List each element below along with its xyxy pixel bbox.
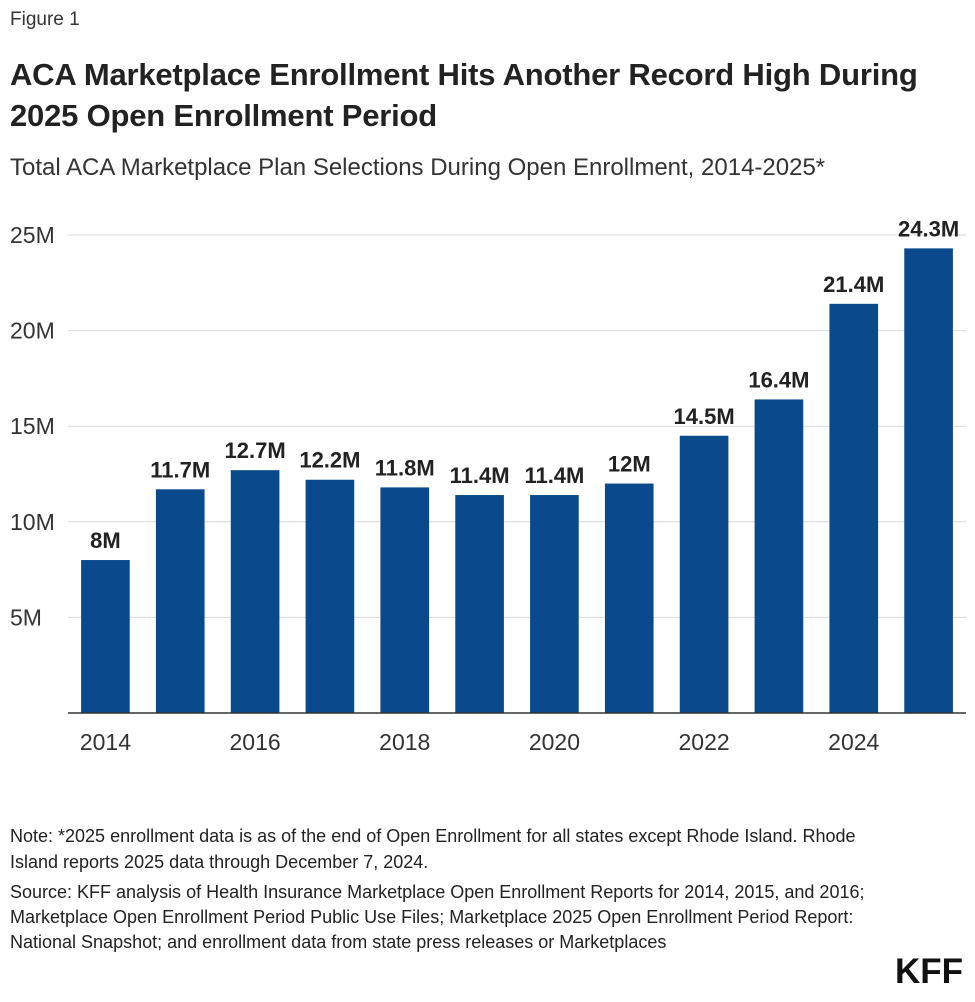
bars bbox=[81, 248, 953, 713]
data-label-2021: 12M bbox=[608, 452, 651, 477]
x-tick-label-2022: 2022 bbox=[678, 729, 729, 755]
data-label-2025: 24.3M bbox=[898, 216, 959, 241]
chart-title: ACA Marketplace Enrollment Hits Another … bbox=[10, 57, 918, 133]
chart-source: Source: KFF analysis of Health Insurance… bbox=[10, 882, 865, 952]
data-label-2015: 11.7M bbox=[150, 457, 210, 482]
bar-2015 bbox=[155, 489, 205, 713]
bar-chart: 5M 10M 15M 20M 25M 8M 11.7M 12.7M 12.2M 11.8M 11.… bbox=[10, 216, 966, 755]
y-tick-label: 15M bbox=[10, 413, 55, 439]
bar-2025 bbox=[904, 248, 953, 713]
bar-2022 bbox=[679, 435, 729, 713]
data-label-2016: 12.7M bbox=[225, 438, 286, 463]
x-axis-tick-labels: 2014 2016 2018 2020 2022 2024 bbox=[80, 729, 880, 755]
data-label-2024: 21.4M bbox=[823, 272, 884, 297]
bar-2023 bbox=[754, 399, 804, 713]
data-label-2020: 11.4M bbox=[524, 463, 584, 488]
data-labels: 8M 11.7M 12.7M 12.2M 11.8M 11.4M 11.4M 12M 14.5M… bbox=[90, 216, 959, 553]
bar-2019 bbox=[455, 495, 504, 713]
bar-2014 bbox=[81, 560, 130, 713]
data-label-2019: 11.4M bbox=[450, 463, 510, 488]
bar-2018 bbox=[380, 487, 430, 713]
x-tick-label-2024: 2024 bbox=[828, 729, 879, 755]
bar-2020 bbox=[530, 495, 579, 713]
x-tick-label-2014: 2014 bbox=[80, 729, 131, 755]
figure-label: Figure 1 bbox=[10, 9, 80, 30]
bar-2024 bbox=[829, 303, 879, 713]
chart-note: Note: *2025 enrollment data is as of the… bbox=[10, 826, 856, 872]
y-tick-label: 5M bbox=[10, 604, 42, 630]
bar-2017 bbox=[305, 479, 355, 713]
chart-subtitle: Total ACA Marketplace Plan Selections Du… bbox=[10, 154, 826, 181]
y-axis-tick-labels: 5M 10M 15M 20M 25M bbox=[10, 222, 55, 630]
data-label-2022: 14.5M bbox=[674, 404, 735, 429]
bar-2021 bbox=[604, 483, 654, 713]
data-label-2014: 8M bbox=[90, 528, 121, 553]
y-tick-label: 10M bbox=[10, 509, 55, 535]
data-label-2017: 12.2M bbox=[299, 448, 360, 473]
kff-logo: KFF bbox=[894, 952, 963, 991]
data-label-2023: 16.4M bbox=[748, 367, 809, 392]
x-tick-label-2018: 2018 bbox=[379, 729, 430, 755]
gridlines bbox=[68, 234, 966, 618]
y-tick-label: 20M bbox=[10, 318, 55, 344]
data-label-2018: 11.8M bbox=[375, 455, 435, 480]
y-tick-label: 25M bbox=[10, 222, 55, 248]
x-tick-label-2016: 2016 bbox=[229, 729, 280, 755]
x-tick-label-2020: 2020 bbox=[529, 729, 580, 755]
bar-2016 bbox=[230, 470, 280, 713]
